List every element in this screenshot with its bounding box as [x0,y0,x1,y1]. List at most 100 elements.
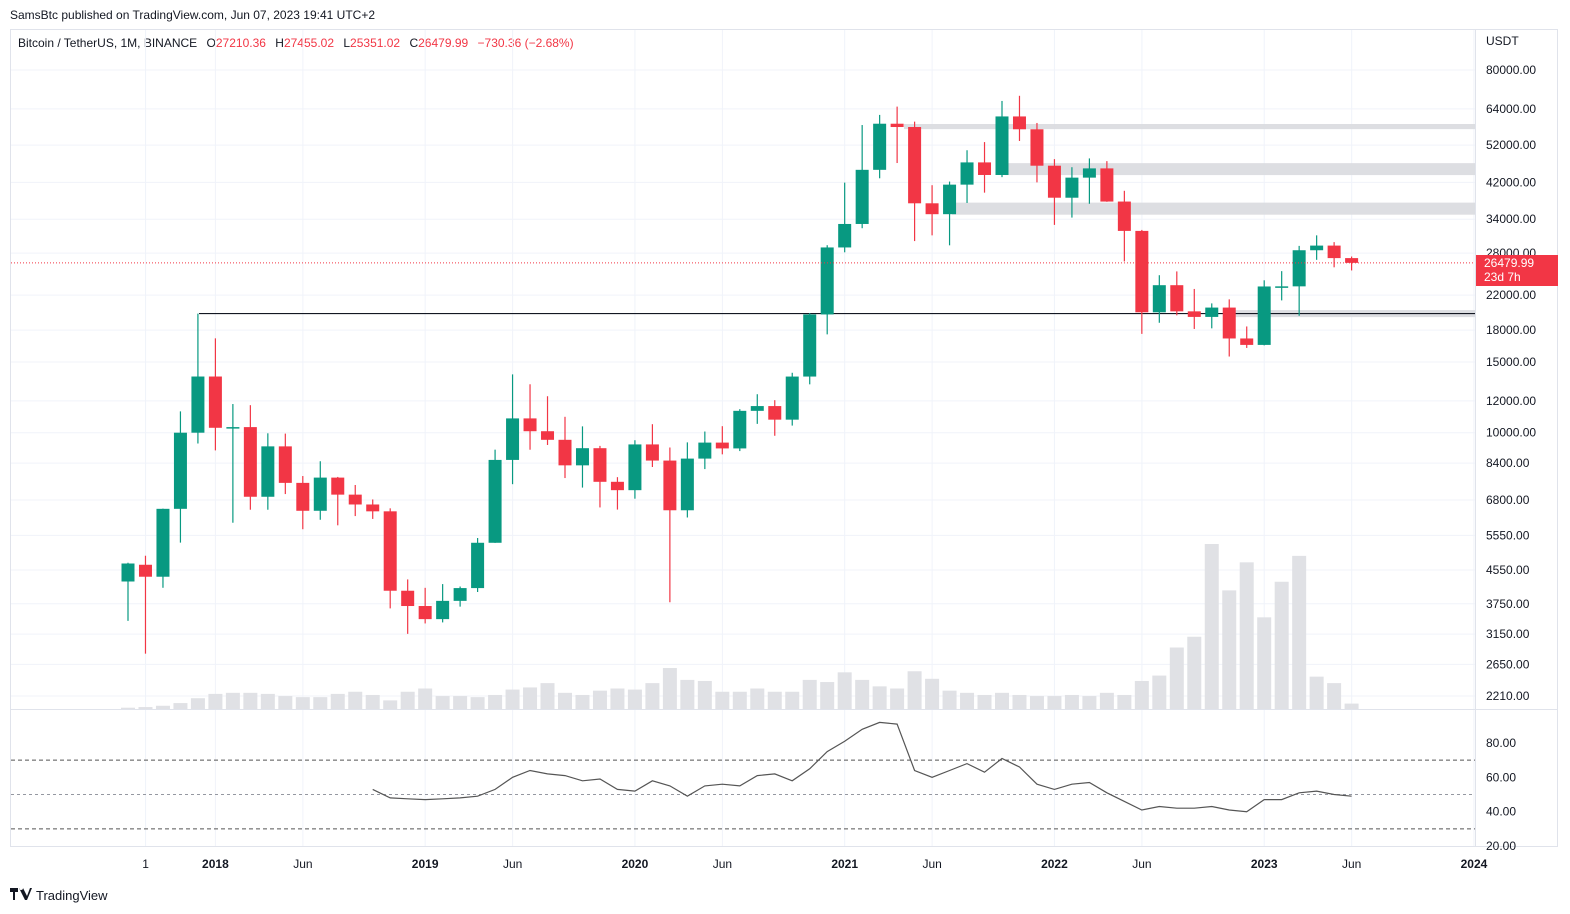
grid [11,30,1558,846]
time-tick-label: Jun [1132,857,1151,871]
volume-bar [995,692,1009,709]
price-tick-label: 80000.00 [1486,63,1536,77]
candle [803,312,817,385]
candle [558,416,572,479]
volume-bar [1309,676,1324,709]
volume-bar [732,691,747,709]
price-axis: USDT 80000.00 64000.00 52000.00 42000.00 340… [1486,34,1536,703]
close-label: C [409,36,419,50]
volume-bar [855,679,870,709]
candle [1135,229,1149,334]
volume-bar [1064,694,1079,709]
tradingview-logo-icon [10,887,32,904]
candle [715,426,729,455]
candle [628,440,642,499]
volume-bar [820,682,835,709]
volume-bar [785,691,800,709]
candle [908,121,922,242]
volume-bar [365,694,380,709]
volume-bar [453,696,468,709]
candle [191,313,205,444]
candles [121,95,1359,654]
candle [506,374,520,485]
candle [366,499,380,519]
volume-bar [977,694,992,709]
time-tick-label: 2021 [831,857,858,871]
price-tick-label: 2650.00 [1486,657,1530,671]
volume-bar [488,694,503,709]
time-tick-label: 2024 [1461,857,1488,871]
time-tick-label: 2023 [1251,857,1278,871]
volume-bar [1327,683,1342,709]
candle [1187,288,1201,329]
volume-bar [1117,694,1132,709]
volume-bar [1047,696,1062,709]
volume-bar [697,680,712,709]
time-tick-label: 2018 [202,857,229,871]
volume-bar [610,688,625,709]
price-tick-label: 5550.00 [1486,528,1530,542]
candle [593,445,607,508]
volume-bar [872,686,887,709]
volume-bar [1169,647,1184,709]
open-value: 27210.36 [215,36,266,50]
candle [1082,158,1096,204]
candle [995,100,1009,178]
close-value: 26479.99 [418,36,469,50]
price-tick-label: 42000.00 [1486,175,1536,189]
volume-bar [540,683,555,709]
time-tick-label: Jun [1342,857,1361,871]
candle [348,484,362,517]
volume-bar [767,691,782,709]
candle [1292,245,1306,316]
last-price-badge: 26479.99 23d 7h [1476,255,1558,286]
candle [1012,95,1026,141]
volume-bar [1012,694,1027,709]
volume-bar [348,691,363,709]
price-tick-label: 12000.00 [1486,394,1536,408]
time-tick-label: Jun [293,857,312,871]
volume-bar [243,692,258,709]
footer-brand[interactable]: TradingView [36,888,108,903]
volume-bar [121,707,135,709]
high-label: H [275,36,284,50]
price-tick-label: 10000.00 [1486,426,1536,440]
candle [278,433,292,495]
price-tick-label: 4550.00 [1486,563,1530,577]
volume-bar [890,688,905,709]
volume-bar [750,688,765,709]
volume-bar [260,693,275,709]
candle [261,433,275,510]
price-tick-label: 6800.00 [1486,493,1530,507]
volume-bar [330,693,345,709]
volume-bar [960,692,975,709]
volume-bar [1099,692,1114,709]
publish-line: SamsBtc published on TradingView.com, Ju… [10,8,375,22]
rsi-line [372,721,1352,813]
candle [645,424,659,467]
volume-bar [435,696,450,709]
volume-bar [1222,590,1237,709]
candle [1100,161,1114,202]
rsi-pane: 80.00 60.00 40.00 20.00 [11,721,1516,853]
volume-bar [575,694,590,709]
price-tick-label: 18000.00 [1486,323,1536,337]
price-tick-label: 15000.00 [1486,355,1536,369]
candle [418,587,432,624]
candle [1240,326,1254,348]
volume-bar [138,707,153,709]
volume-bars [121,544,1359,709]
volume-bar [208,693,223,709]
price-tick-label: 22000.00 [1486,288,1536,302]
candle [960,150,974,203]
volume-bar [1082,696,1097,709]
volume-bar [907,671,922,709]
volume-bar [173,703,188,709]
volume-bar [837,672,852,709]
candle [1222,299,1236,357]
volume-bar [680,679,695,709]
volume-bar [1152,675,1167,709]
candle [838,182,852,253]
rsi-tick-label: 20.00 [1486,839,1516,853]
